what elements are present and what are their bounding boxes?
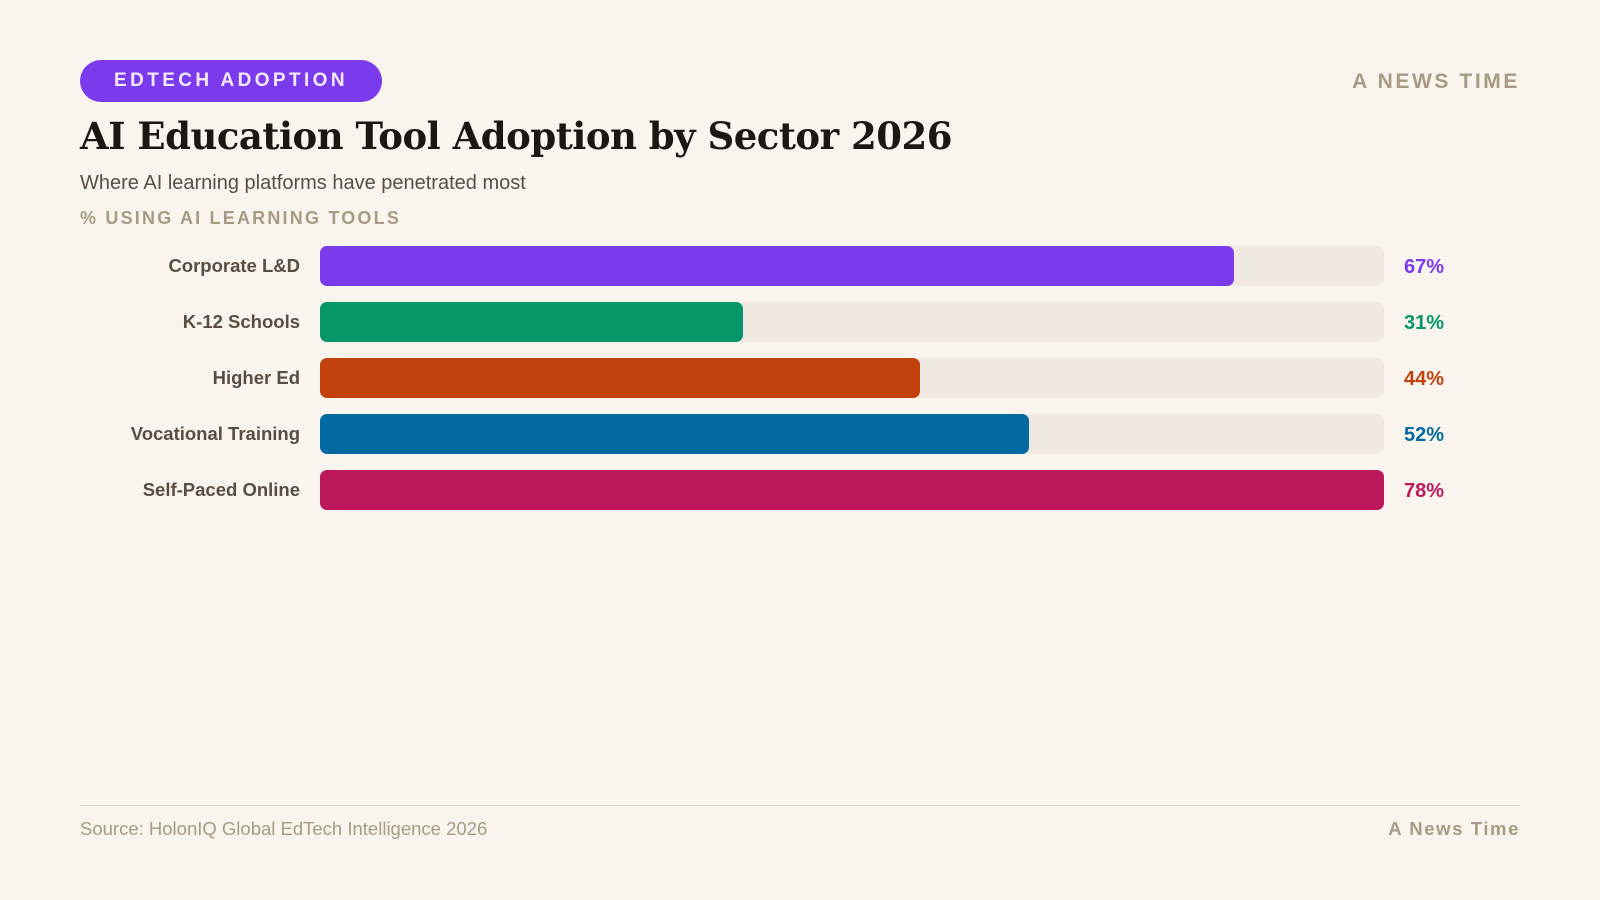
bar-row: Vocational Training 52%	[0, 414, 1600, 454]
category-label: Higher Ed	[212, 367, 300, 388]
source-note: Source: HolonIQ Global EdTech Intelligen…	[80, 818, 488, 839]
chart-title: AI Education Tool Adoption by Sector 202…	[80, 114, 952, 158]
bar	[320, 470, 1384, 510]
category-badge: EDTECH ADOPTION	[80, 60, 382, 102]
bar	[320, 414, 1030, 454]
bar	[320, 358, 921, 398]
brand-footer: A News Time	[1388, 818, 1520, 839]
category-label: K-12 Schools	[182, 311, 300, 332]
value-label: 78%	[1404, 480, 1445, 502]
bar-track	[320, 470, 1384, 510]
chart-subtitle: Where AI learning platforms have penetra…	[80, 172, 526, 194]
footer-divider	[80, 805, 1520, 806]
bar-track	[320, 246, 1384, 286]
bar-row: Higher Ed 44%	[0, 358, 1600, 398]
bar	[320, 246, 1234, 286]
value-label: 44%	[1404, 368, 1445, 390]
value-label: 31%	[1404, 312, 1445, 334]
bar-track	[320, 414, 1384, 454]
category-label: Self-Paced Online	[142, 479, 300, 500]
category-label: Corporate L&D	[168, 255, 300, 276]
bar	[320, 302, 743, 342]
value-label: 67%	[1404, 256, 1445, 278]
value-label: 52%	[1404, 424, 1445, 446]
axis-label: % USING AI LEARNING TOOLS	[80, 208, 402, 228]
brand-logo-top: A NEWS TIME	[1352, 70, 1520, 93]
category-label: Vocational Training	[130, 423, 300, 444]
bar-track	[320, 302, 1384, 342]
bar-row: K-12 Schools 31%	[0, 302, 1600, 342]
bar-row: Self-Paced Online 78%	[0, 470, 1600, 510]
bar-row: Corporate L&D 67%	[0, 246, 1600, 286]
bar-track	[320, 358, 1384, 398]
